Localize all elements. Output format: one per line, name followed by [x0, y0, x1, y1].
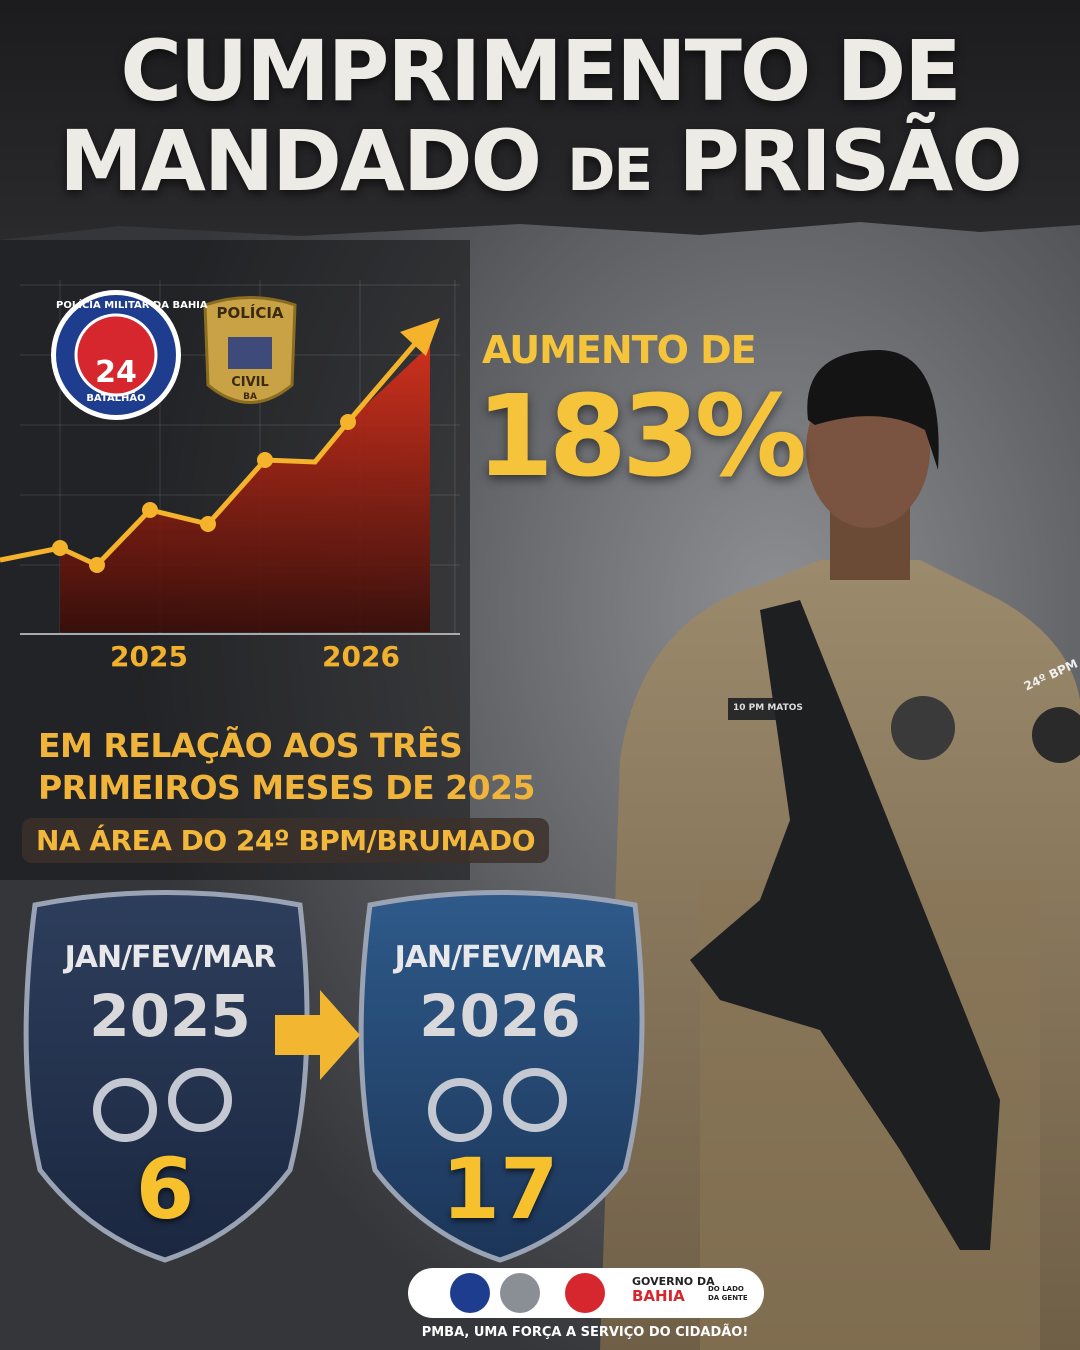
title-word: PRISÃO	[678, 112, 1022, 210]
shoulder-patch	[1032, 707, 1080, 763]
tagline: PMBA, UMA FORÇA A SERVIÇO DO CIDADÃO!	[421, 1325, 749, 1340]
shield-count: 17	[441, 1140, 559, 1238]
shield-2025	[23, 890, 310, 1263]
pm-badge-number: 24	[95, 355, 137, 390]
shield-period: JAN/FEV/MAR	[64, 940, 277, 975]
trend-points	[52, 414, 356, 573]
shield-2026	[358, 890, 645, 1263]
increase-value: 183%	[476, 372, 807, 502]
trend-arrow	[400, 318, 440, 356]
title-word: DE	[567, 136, 653, 204]
rifle	[690, 600, 1000, 1250]
subtitle-line: PRIMEIROS MESES DE 2025	[38, 768, 535, 807]
shield-year: 2026	[419, 982, 581, 1050]
pc-badge-text: BA	[243, 392, 257, 402]
footer-gov: GOVERNO DA	[632, 1275, 715, 1288]
title-line: MANDADO DE PRISÃO	[0, 112, 1080, 210]
title-word: MANDADO	[59, 112, 542, 210]
pc-badge-text: CIVIL	[231, 375, 269, 390]
name-tape-text: 10 PM MATOS	[733, 703, 803, 713]
footer-logo	[565, 1273, 605, 1313]
footer-logo	[450, 1273, 490, 1313]
title-line: CUMPRIMENTO DE	[120, 22, 961, 120]
footer-logo	[500, 1273, 540, 1313]
increase-label: AUMENTO DE	[482, 328, 757, 372]
chest-patch	[891, 696, 955, 760]
pm-badge-core	[74, 313, 158, 397]
handcuffs-icons	[93, 1068, 567, 1142]
trend-area	[60, 345, 430, 632]
pc-badge-crest	[228, 337, 272, 369]
area-label: NA ÁREA DO 24º BPM/BRUMADO	[22, 818, 550, 863]
compare-arrow	[275, 990, 360, 1080]
shield-count: 6	[135, 1140, 195, 1238]
footer-gov: BAHIA	[632, 1287, 685, 1305]
soldier-beret	[807, 350, 939, 470]
subtitle-line: EM RELAÇÃO AOS TRÊS	[38, 726, 463, 765]
footer-motto: DO LADO DA GENTE	[708, 1285, 748, 1302]
pc-badge-text: POLÍCIA	[216, 304, 284, 322]
shield-year: 2025	[89, 982, 251, 1050]
pm-badge-text: BATALHÃO	[86, 393, 146, 404]
year-label: 2026	[322, 640, 400, 673]
year-label: 2025	[110, 640, 188, 673]
pm-badge-text: POLÍCIA MILITAR DA BAHIA	[56, 300, 208, 311]
title-band	[0, 0, 1080, 240]
shield-period: JAN/FEV/MAR	[394, 940, 607, 975]
